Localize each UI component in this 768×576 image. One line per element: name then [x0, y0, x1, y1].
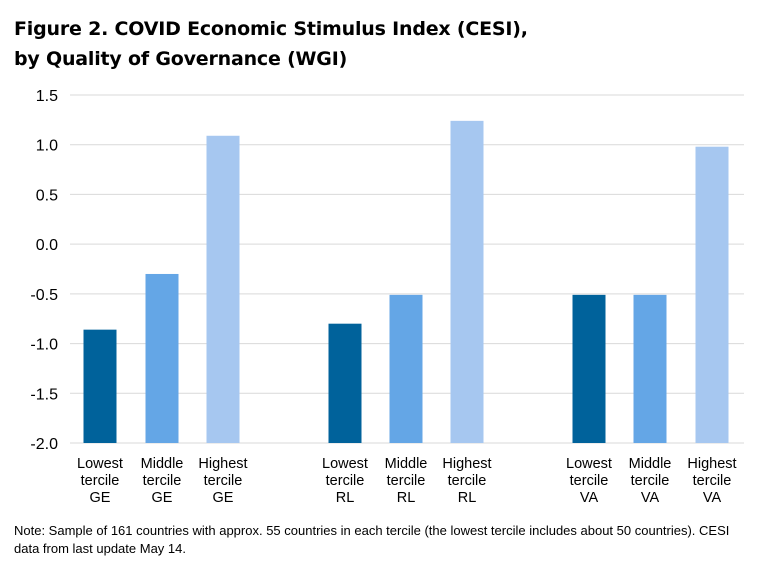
y-axis-tick-labels: 1.5 1.0 0.5 0.0 -0.5 -1.0 -1.5 -2.0: [30, 88, 58, 453]
y-tick-label: 0.5: [36, 187, 58, 204]
x-category-label: Middle tercile VA: [629, 456, 672, 506]
bar: [633, 294, 667, 443]
x-category-label: Lowest tercile VA: [566, 456, 612, 506]
bar: [389, 294, 423, 443]
y-tick-label: -2.0: [30, 436, 58, 453]
bar: [572, 294, 606, 443]
x-category-label: Lowest tercile GE: [77, 456, 123, 506]
x-axis-category-labels: Lowest tercile GE Middle tercile GE Highest ter…: [77, 456, 737, 506]
bar: [83, 329, 117, 443]
chart-title-line-2: by Quality of Governance (WGI): [14, 48, 348, 70]
bar: [450, 120, 484, 443]
bar: [145, 273, 179, 443]
x-category-label: Middle tercile RL: [385, 456, 428, 506]
y-tick-label: 0.0: [36, 237, 58, 254]
x-category-label: Highest tercile RL: [442, 456, 491, 506]
chart-title: Figure 2. COVID Economic Stimulus Index …: [14, 14, 528, 74]
y-tick-label: -1.5: [30, 386, 58, 403]
x-category-label: Lowest tercile RL: [322, 456, 368, 506]
x-category-label: Middle tercile GE: [141, 456, 184, 506]
bars: [83, 120, 729, 443]
bar: [695, 146, 729, 443]
y-tick-label: 1.0: [36, 138, 58, 155]
y-tick-label: -0.5: [30, 287, 58, 304]
y-tick-label: 1.5: [36, 88, 58, 105]
chart-title-line-1: Figure 2. COVID Economic Stimulus Index …: [14, 18, 528, 40]
bar-chart: 1.5 1.0 0.5 0.0 -0.5 -1.0 -1.5 -2.0 Lowest terci…: [30, 88, 744, 506]
bar: [206, 135, 240, 443]
bar: [328, 323, 362, 443]
x-category-label: Highest tercile VA: [687, 456, 736, 506]
chart-note: Note: Sample of 161 countries with appro…: [14, 523, 730, 556]
y-tick-label: -1.0: [30, 337, 58, 354]
x-category-label: Highest tercile GE: [198, 456, 247, 506]
